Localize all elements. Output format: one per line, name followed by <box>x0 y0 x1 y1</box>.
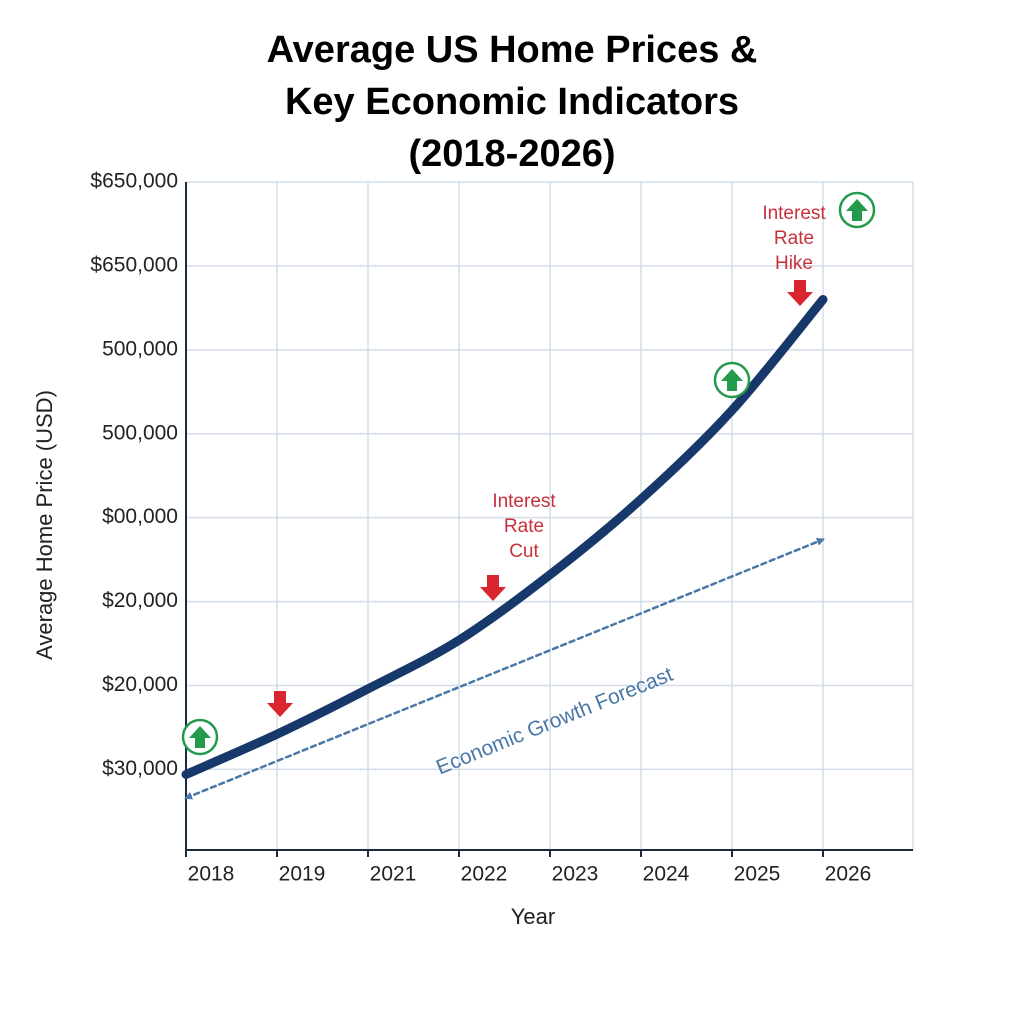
y-tick-label: 500,000 <box>102 421 178 444</box>
up-arrow-icon <box>846 199 868 221</box>
annotation: Interest <box>492 491 556 512</box>
up-arrow-icon <box>189 726 211 748</box>
y-tick-label: $20,000 <box>102 589 178 612</box>
x-tick-label: 2019 <box>279 863 326 886</box>
down-arrow-icon <box>480 575 506 601</box>
chart-title: (2018-2026) <box>408 133 615 175</box>
annotation: Hike <box>775 253 813 274</box>
chart-title: Average US Home Prices & <box>267 29 758 71</box>
y-tick-label: 500,000 <box>102 337 178 360</box>
x-tick-label: 2025 <box>734 863 781 886</box>
x-tick-label: 2018 <box>188 863 235 886</box>
x-axis-label: Year <box>511 904 555 929</box>
down-arrow-icon <box>267 691 293 717</box>
x-tick-label: 2024 <box>643 863 690 886</box>
y-axis-label: Average Home Price (USD) <box>32 390 57 660</box>
up-arrow-icon <box>721 369 743 391</box>
chart-title: Key Economic Indicators <box>285 81 739 123</box>
y-tick-label: $650,000 <box>90 253 178 276</box>
series-label: Economic Growth Forecast <box>433 663 676 780</box>
forecast-line <box>184 538 825 800</box>
x-tick-label: 2023 <box>552 863 599 886</box>
y-tick-label: $00,000 <box>102 505 178 528</box>
x-tick-label: 2022 <box>461 863 508 886</box>
annotation: Cut <box>509 541 539 562</box>
annotation: Interest <box>762 203 826 224</box>
annotation: Rate <box>504 516 544 537</box>
y-tick-label: $30,000 <box>102 757 178 780</box>
x-tick-label: 2021 <box>370 863 417 886</box>
down-arrow-icon <box>787 280 813 306</box>
annotation: Rate <box>774 228 814 249</box>
y-tick-label: $650,000 <box>90 170 178 193</box>
y-tick-label: $20,000 <box>102 673 178 696</box>
x-tick-label: 2026 <box>825 863 872 886</box>
